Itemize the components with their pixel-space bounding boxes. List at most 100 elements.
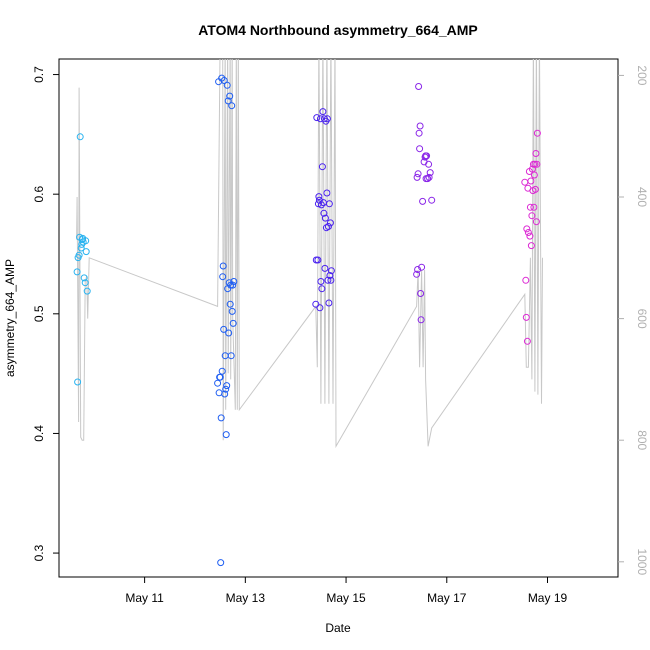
data-point bbox=[224, 97, 232, 105]
data-point bbox=[530, 203, 538, 211]
data-point bbox=[228, 102, 236, 110]
data-point bbox=[81, 279, 89, 287]
data-point bbox=[526, 232, 534, 240]
data-point bbox=[317, 201, 325, 209]
series-4 bbox=[521, 129, 541, 345]
data-point bbox=[419, 197, 427, 205]
x-tick-label: May 15 bbox=[326, 591, 366, 605]
x-tick-label: May 13 bbox=[226, 591, 266, 605]
data-point bbox=[413, 173, 421, 181]
data-point bbox=[425, 173, 433, 181]
data-point bbox=[315, 193, 323, 201]
data-point bbox=[223, 81, 231, 89]
data-point bbox=[418, 263, 426, 271]
y-tick-label: 0.5 bbox=[32, 305, 46, 322]
data-point bbox=[318, 285, 326, 293]
data-point bbox=[327, 276, 335, 284]
data-point bbox=[326, 219, 334, 227]
x-tick-label: May 17 bbox=[427, 591, 467, 605]
x-tick-label: May 19 bbox=[528, 591, 568, 605]
data-point bbox=[415, 83, 423, 90]
y2-tick-label: 600 bbox=[635, 309, 649, 329]
data-point bbox=[216, 373, 224, 381]
data-point bbox=[530, 171, 538, 179]
y-axis: 0.3 0.4 0.5 0.6 0.7 bbox=[32, 66, 59, 561]
data-point bbox=[317, 278, 325, 285]
y-axis-label: asymmetry_664_AMP bbox=[3, 259, 17, 377]
data-point bbox=[320, 209, 328, 217]
data-point bbox=[230, 278, 238, 285]
data-point bbox=[414, 266, 422, 273]
data-point bbox=[533, 160, 541, 168]
data-point bbox=[228, 307, 236, 315]
y2-tick-label: 200 bbox=[635, 65, 649, 85]
data-point bbox=[327, 267, 335, 275]
data-point bbox=[219, 273, 227, 281]
y-tick-label: 0.3 bbox=[32, 544, 46, 561]
data-point bbox=[415, 129, 423, 137]
x-tick-label: May 11 bbox=[125, 591, 164, 605]
data-point bbox=[82, 248, 90, 256]
y-tick-label: 0.7 bbox=[32, 66, 46, 83]
y2-tick-label: 800 bbox=[635, 430, 649, 450]
data-point bbox=[223, 382, 231, 390]
data-point bbox=[82, 237, 90, 245]
data-point bbox=[527, 242, 535, 250]
series-3 bbox=[413, 83, 436, 324]
data-point bbox=[226, 92, 234, 100]
data-point bbox=[319, 108, 327, 116]
data-point bbox=[83, 287, 91, 295]
data-point bbox=[215, 389, 223, 397]
data-point bbox=[321, 264, 329, 272]
data-point bbox=[225, 329, 233, 337]
data-point bbox=[527, 177, 535, 185]
data-point bbox=[522, 276, 530, 284]
data-point bbox=[74, 378, 82, 386]
data-point bbox=[325, 299, 333, 307]
data-point bbox=[428, 196, 436, 204]
data-point bbox=[522, 313, 530, 321]
y-tick-label: 0.6 bbox=[32, 186, 46, 203]
data-point bbox=[222, 431, 230, 439]
data-point bbox=[77, 244, 85, 252]
data-point bbox=[414, 170, 422, 178]
data-point bbox=[417, 290, 425, 297]
data-point bbox=[323, 115, 331, 123]
data-point bbox=[221, 390, 229, 398]
x-axis-label: Date bbox=[325, 621, 351, 635]
data-point bbox=[413, 270, 421, 278]
data-point bbox=[426, 169, 434, 177]
y-tick-label: 0.4 bbox=[32, 425, 46, 442]
data-point bbox=[75, 251, 83, 259]
data-point bbox=[528, 212, 536, 220]
data-point bbox=[312, 300, 320, 308]
data-point bbox=[526, 203, 534, 211]
series-2 bbox=[312, 108, 335, 312]
data-point bbox=[325, 200, 333, 208]
pressure-line bbox=[76, 59, 543, 449]
data-point bbox=[313, 114, 321, 122]
data-point bbox=[416, 122, 424, 130]
data-point bbox=[423, 152, 431, 160]
data-point bbox=[523, 225, 531, 233]
data-point bbox=[73, 268, 81, 276]
y2-axis: 200 400 600 800 1000 bbox=[618, 65, 649, 575]
series-0 bbox=[73, 133, 91, 386]
data-point bbox=[222, 385, 230, 393]
plot-frame bbox=[58, 58, 619, 578]
data-point bbox=[229, 319, 237, 327]
data-point bbox=[323, 189, 331, 197]
data-point bbox=[214, 379, 222, 387]
data-point bbox=[425, 160, 433, 168]
data-point bbox=[220, 325, 228, 333]
data-point bbox=[316, 304, 324, 312]
data-point bbox=[523, 337, 531, 345]
series-1 bbox=[214, 74, 238, 567]
data-point bbox=[219, 262, 227, 270]
data-point bbox=[229, 281, 237, 289]
data-point bbox=[324, 223, 332, 230]
y2-tick-label: 400 bbox=[635, 187, 649, 207]
data-point bbox=[521, 178, 529, 186]
data-point bbox=[218, 367, 226, 375]
y2-tick-label: 1000 bbox=[635, 548, 649, 575]
